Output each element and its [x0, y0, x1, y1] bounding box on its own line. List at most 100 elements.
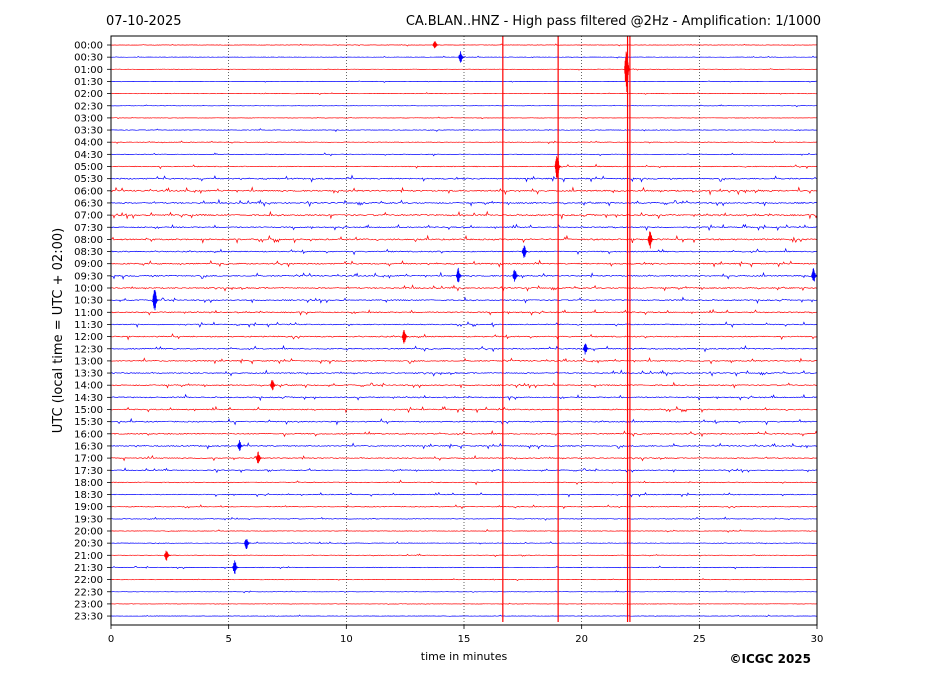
trace-row: [110, 186, 818, 196]
event-burst: [512, 269, 519, 282]
row-time-label: 21:30: [74, 563, 103, 574]
row-time-label: 17:30: [74, 466, 103, 477]
date-label: 07-10-2025: [106, 14, 182, 29]
trace-row: [110, 405, 818, 414]
trace-row: [110, 259, 818, 268]
row-time-label: 14:00: [74, 381, 103, 392]
trace-row: [110, 417, 818, 426]
trace-row: [110, 479, 818, 486]
trace-row: [110, 43, 818, 47]
trace-row: [110, 163, 818, 170]
event-burst: [152, 289, 159, 311]
row-time-label: 17:00: [74, 454, 103, 465]
trace-row: [110, 174, 818, 183]
x-tick-label: 0: [108, 634, 114, 645]
event-burst: [401, 330, 409, 344]
event-burst: [244, 539, 251, 550]
event-burst: [237, 440, 244, 451]
row-time-label: 08:00: [74, 235, 103, 246]
row-time-label: 23:30: [74, 612, 103, 623]
row-time-label: 22:00: [74, 575, 103, 586]
vertical-transients: [502, 36, 631, 623]
event-burst: [164, 550, 171, 561]
row-time-label: 22:30: [74, 587, 103, 598]
row-time-label: 04:00: [74, 138, 103, 149]
plot-frame: [110, 35, 818, 626]
row-time-label: 01:30: [74, 77, 103, 88]
trace-row: [110, 442, 818, 450]
row-time-label: 10:00: [74, 284, 103, 295]
event-burst: [455, 267, 463, 283]
x-tick-label: 25: [693, 634, 706, 645]
row-time-label: 07:30: [74, 223, 103, 234]
row-time-label: 18:00: [74, 478, 103, 489]
trace-row: [110, 152, 818, 157]
trace-row: [110, 504, 818, 510]
event-burst: [521, 245, 529, 258]
trace-row: [110, 430, 818, 438]
row-time-label: 02:30: [74, 101, 103, 112]
row-time-label: 14:30: [74, 393, 103, 404]
trace-row: [110, 467, 818, 474]
row-time-label: 05:30: [74, 174, 103, 185]
row-time-label: 18:30: [74, 490, 103, 501]
trace-row: [111, 140, 818, 145]
row-time-label: 00:00: [74, 41, 103, 52]
row-time-label: 03:00: [74, 113, 103, 124]
row-time-label: 15:00: [74, 405, 103, 416]
trace-row: [110, 198, 818, 208]
x-tick-label: 10: [340, 634, 353, 645]
trace-row: [111, 491, 817, 498]
x-axis-ticks: 0 5 10 15 20 25 30: [108, 625, 824, 645]
event-burst: [583, 343, 590, 355]
trace-row: [110, 454, 818, 462]
row-time-label: 20:00: [74, 527, 103, 538]
copyright-label: ©ICGC 2025: [729, 652, 811, 666]
row-time-label: 15:30: [74, 417, 103, 428]
row-time-label: 11:30: [74, 320, 103, 331]
trace-row: [110, 223, 818, 232]
event-burst: [255, 451, 263, 464]
row-time-label: 12:00: [74, 332, 103, 343]
row-time-label: 04:30: [74, 150, 103, 161]
event-burst: [270, 379, 277, 391]
row-time-label: 00:30: [74, 53, 103, 64]
row-time-label: 10:30: [74, 296, 103, 307]
row-time-label: 03:30: [74, 126, 103, 137]
trace-row: [111, 381, 818, 389]
trace-row: [110, 369, 818, 377]
y-axis-label: UTC (local time = UTC + 02:00): [51, 228, 66, 433]
x-tick-label: 15: [458, 634, 471, 645]
x-tick-label: 20: [575, 634, 588, 645]
event-burst: [232, 560, 239, 575]
row-time-label: 01:00: [74, 65, 103, 76]
seismic-traces: [110, 41, 818, 617]
row-time-label: 08:30: [74, 247, 103, 258]
vertical-gridlines: [228, 36, 700, 625]
row-time-label: 11:00: [74, 308, 103, 319]
chart-title: CA.BLAN..HNZ - High pass filtered @2Hz -…: [406, 14, 821, 29]
row-time-label: 21:00: [74, 551, 103, 562]
x-tick-label: 5: [225, 634, 231, 645]
row-time-label: 19:00: [74, 502, 103, 513]
row-time-label: 20:30: [74, 539, 103, 550]
trace-row: [110, 210, 818, 220]
event-burst: [458, 51, 465, 63]
row-time-label: 02:00: [74, 89, 103, 100]
trace-row: [110, 234, 818, 244]
row-time-label: 19:30: [74, 514, 103, 525]
row-time-label: 09:30: [74, 271, 103, 282]
row-time-label: 13:00: [74, 356, 103, 367]
event-burst: [647, 231, 655, 249]
row-time-label: 07:00: [74, 211, 103, 222]
x-axis-label: time in minutes: [421, 650, 508, 663]
row-time-label: 23:00: [74, 599, 103, 610]
row-time-label: 05:00: [74, 162, 103, 173]
row-time-label: 06:00: [74, 186, 103, 197]
row-time-label: 16:30: [74, 441, 103, 452]
row-time-label: 06:30: [74, 198, 103, 209]
row-time-label: 12:30: [74, 344, 103, 355]
x-tick-label: 30: [811, 634, 824, 645]
